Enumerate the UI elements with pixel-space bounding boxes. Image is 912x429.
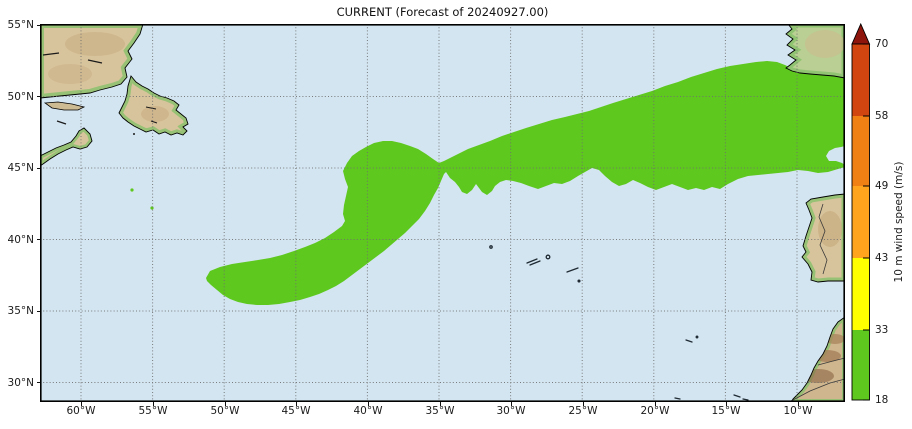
y-tick-label: 50°N [7, 90, 34, 103]
x-tickmark [510, 402, 512, 406]
y-tick-label: 55°N [7, 19, 34, 31]
x-tick-label: 50°W [210, 405, 240, 417]
x-tick-label: 20°W [640, 405, 670, 417]
colorbar [851, 22, 871, 401]
colorbar-tick-label: 58 [875, 110, 889, 122]
colorbar-tick-label: 43 [875, 252, 889, 264]
y-tickmark [36, 24, 40, 26]
x-tick-label: 40°W [353, 405, 383, 417]
land-iberia [801, 193, 845, 283]
x-tick-label: 35°W [425, 405, 455, 417]
x-tickmark [152, 402, 154, 406]
x-tick-label: 25°W [568, 405, 598, 417]
x-tick-label: 55°W [138, 405, 168, 417]
x-tickmark [80, 402, 82, 406]
y-tickmark [36, 96, 40, 97]
y-tickmark [36, 167, 40, 169]
colorbar-axis-label: 10 m wind speed (m/s) [893, 161, 905, 283]
small-islands [489, 245, 749, 401]
x-tick-label: 45°W [281, 405, 311, 417]
x-tickmark [797, 402, 799, 406]
x-tickmark [439, 402, 441, 406]
map-canvas [40, 24, 845, 402]
land-newfoundland [118, 75, 189, 136]
y-tick-label: 45°N [7, 162, 34, 174]
colorbar-tick-label: 49 [875, 180, 889, 192]
land-ireland [785, 24, 845, 79]
y-tickmark [36, 310, 40, 312]
x-tickmark [582, 402, 584, 406]
x-tick-label: 10°W [783, 405, 813, 417]
y-tickmark [36, 382, 40, 383]
colorbar-tick-label: 18 [875, 394, 889, 406]
y-tick-label: 40°N [7, 233, 34, 246]
colorbar-outline [851, 43, 870, 401]
y-tickmark [36, 239, 40, 240]
x-tick-label: 30°W [496, 405, 526, 417]
x-tickmark [725, 402, 727, 406]
land-anticosti [43, 101, 86, 125]
wind-area [206, 61, 845, 305]
x-tick-label: 60°W [66, 405, 96, 417]
colorbar-tick-label: 70 [875, 38, 889, 50]
y-tick-label: 30°N [7, 376, 34, 389]
colorbar-overflow-arrow [851, 22, 871, 45]
x-tick-label: 15°W [711, 405, 741, 417]
x-tickmark [224, 402, 226, 406]
x-tickmark [654, 402, 656, 406]
colorbar-segments [852, 44, 870, 400]
plot-frame [40, 24, 845, 402]
colorbar-tick-label: 33 [875, 324, 889, 336]
page-title: CURRENT (Forecast of 20240927.00) [336, 5, 549, 19]
x-tickmark [367, 402, 369, 406]
x-tickmark [295, 402, 297, 406]
y-tick-label: 35°N [7, 305, 34, 317]
gridlines [40, 24, 845, 402]
